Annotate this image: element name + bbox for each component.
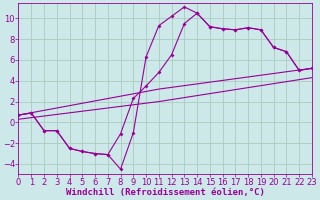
X-axis label: Windchill (Refroidissement éolien,°C): Windchill (Refroidissement éolien,°C) bbox=[66, 188, 265, 197]
